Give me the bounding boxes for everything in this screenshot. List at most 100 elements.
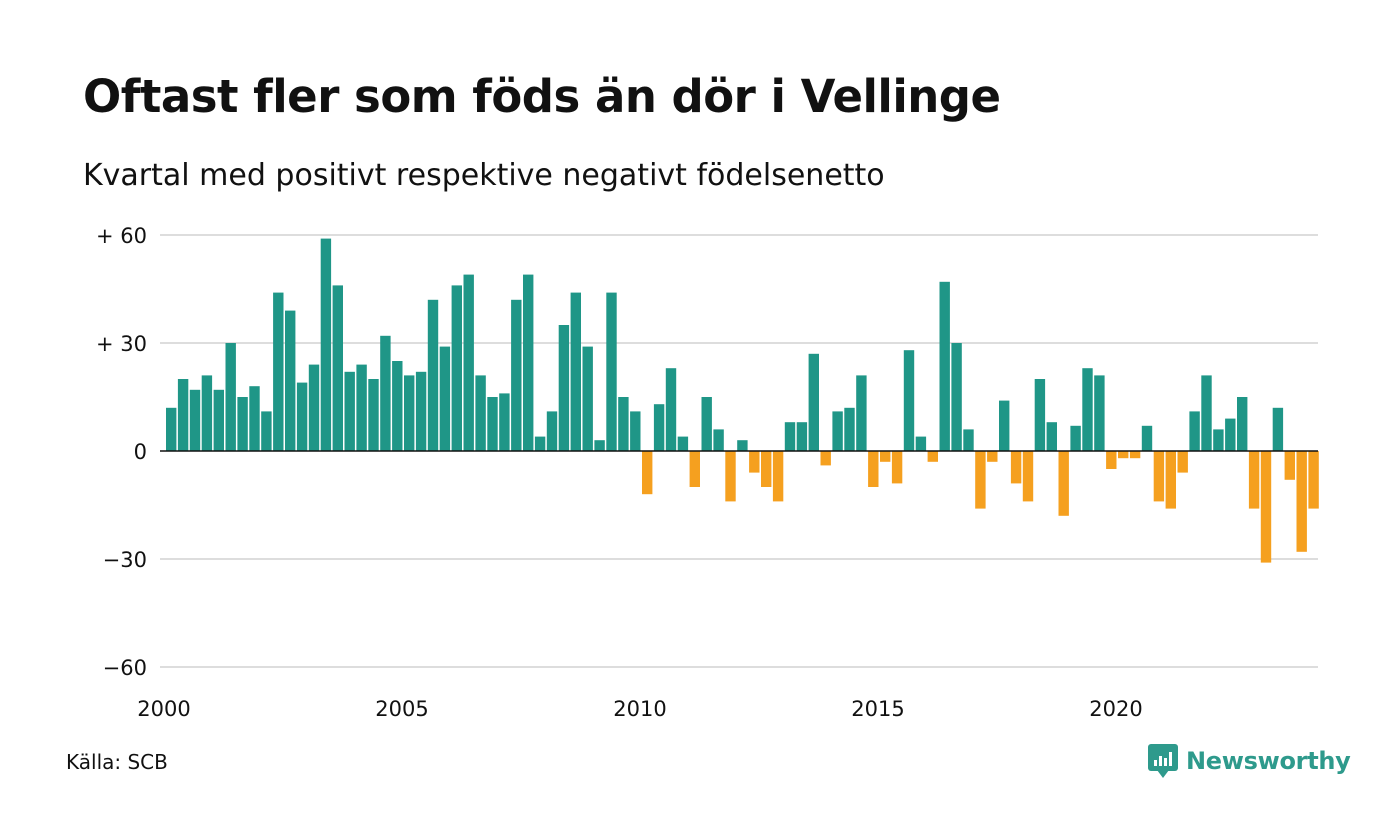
bar-positive xyxy=(1046,422,1057,451)
bar-positive xyxy=(427,299,439,451)
bar-positive xyxy=(166,407,177,451)
bar-positive xyxy=(475,375,486,451)
bar-positive xyxy=(713,429,724,451)
bar-positive xyxy=(856,375,867,451)
bar-negative xyxy=(1248,451,1260,509)
bar-negative xyxy=(891,451,903,484)
bar-positive xyxy=(677,436,689,451)
chart-subtitle: Kvartal med positivt respektive negativt… xyxy=(83,158,885,193)
bar-positive xyxy=(499,393,510,451)
bar-negative xyxy=(1308,451,1319,509)
bar-positive xyxy=(511,299,522,451)
bar-positive xyxy=(558,325,570,451)
bar-positive xyxy=(737,440,748,451)
x-tick-label: 2005 xyxy=(375,697,428,721)
bar-negative xyxy=(749,451,760,473)
x-tick-label: 2010 xyxy=(613,697,666,721)
bar-positive xyxy=(832,411,843,451)
bar-positive xyxy=(534,436,546,451)
bar-positive xyxy=(368,379,379,451)
bar-positive xyxy=(380,335,391,451)
bar-positive xyxy=(439,346,451,451)
bar-positive xyxy=(546,411,558,451)
bar-positive xyxy=(570,292,581,451)
bar-positive xyxy=(1225,418,1236,451)
bar-positive xyxy=(1201,375,1212,451)
bar-positive xyxy=(1070,425,1081,451)
bar-positive xyxy=(1189,411,1200,451)
chart-bubble-icon xyxy=(1148,744,1178,778)
bar-positive xyxy=(463,274,474,451)
bar-positive xyxy=(249,386,260,451)
y-tick-label: −30 xyxy=(103,548,147,572)
bar-negative xyxy=(761,451,772,487)
bar-positive xyxy=(582,346,593,451)
bar-negative xyxy=(1106,451,1117,469)
bar-negative xyxy=(1284,451,1295,480)
bar-positive xyxy=(213,389,224,451)
bar-negative xyxy=(868,451,879,487)
bar-positive xyxy=(796,422,808,451)
bar-positive xyxy=(487,397,498,451)
chart-title: Oftast fler som föds än dör i Vellinge xyxy=(83,70,1001,123)
bar-positive xyxy=(1213,429,1224,451)
grid-lines xyxy=(160,234,1318,668)
bar-positive xyxy=(356,364,367,451)
bar-negative xyxy=(1260,451,1272,563)
bar-positive xyxy=(451,285,462,451)
source-note: Källa: SCB xyxy=(66,750,168,774)
bar-positive xyxy=(606,292,617,451)
bar-positive xyxy=(1272,407,1284,451)
axes: + 60 + 30 0 −30 −60 2000 2005 2010 2015 2020 xyxy=(96,224,1318,721)
bar-positive xyxy=(308,364,320,451)
bar-positive xyxy=(273,292,284,451)
bar-positive xyxy=(523,274,534,451)
bar-negative xyxy=(975,451,986,509)
bar-positive xyxy=(261,411,272,451)
bar-positive xyxy=(844,407,855,451)
bar-negative xyxy=(1022,451,1034,502)
bar-positive xyxy=(1082,368,1093,451)
y-tick-label: −60 xyxy=(103,656,147,680)
bar-negative xyxy=(1177,451,1188,473)
bar-negative xyxy=(1118,451,1129,459)
bar-positive xyxy=(225,343,236,451)
bar-positive xyxy=(630,411,641,451)
bar-negative xyxy=(987,451,998,462)
bar-positive xyxy=(963,429,974,451)
newsworthy-logo: Newsworthy xyxy=(1148,744,1351,778)
bar-positive xyxy=(784,422,796,451)
bar-positive xyxy=(618,397,629,451)
bar-positive xyxy=(915,436,927,451)
x-tick-label: 2015 xyxy=(851,697,904,721)
bar-positive xyxy=(237,397,248,451)
bar-chart: + 60 + 30 0 −30 −60 2000 2005 2010 2015 2020 xyxy=(96,224,1319,721)
bar-negative xyxy=(1153,451,1165,502)
bar-positive xyxy=(344,371,355,451)
bar-positive xyxy=(392,361,403,451)
y-tick-label: 0 xyxy=(134,440,147,464)
bar-positive xyxy=(189,389,201,451)
bar-positive xyxy=(1141,425,1153,451)
bar-positive xyxy=(201,375,213,451)
y-tick-label: + 60 xyxy=(96,224,147,248)
bars xyxy=(166,238,1319,563)
bar-positive xyxy=(903,350,915,451)
bar-positive xyxy=(332,285,343,451)
bar-negative xyxy=(1129,451,1141,459)
bar-positive xyxy=(296,382,308,451)
bar-negative xyxy=(880,451,891,462)
y-tick-label: + 30 xyxy=(96,332,147,356)
bar-negative xyxy=(1058,451,1069,516)
bar-negative xyxy=(642,451,653,495)
bar-positive xyxy=(999,400,1010,451)
bar-negative xyxy=(820,451,831,466)
bar-positive xyxy=(404,375,415,451)
bar-positive xyxy=(320,238,332,451)
x-tick-label: 2000 xyxy=(137,697,190,721)
bar-negative xyxy=(1296,451,1307,552)
bar-positive xyxy=(1094,375,1105,451)
bar-positive xyxy=(665,368,677,451)
bar-positive xyxy=(939,281,950,451)
bar-positive xyxy=(1237,397,1248,451)
